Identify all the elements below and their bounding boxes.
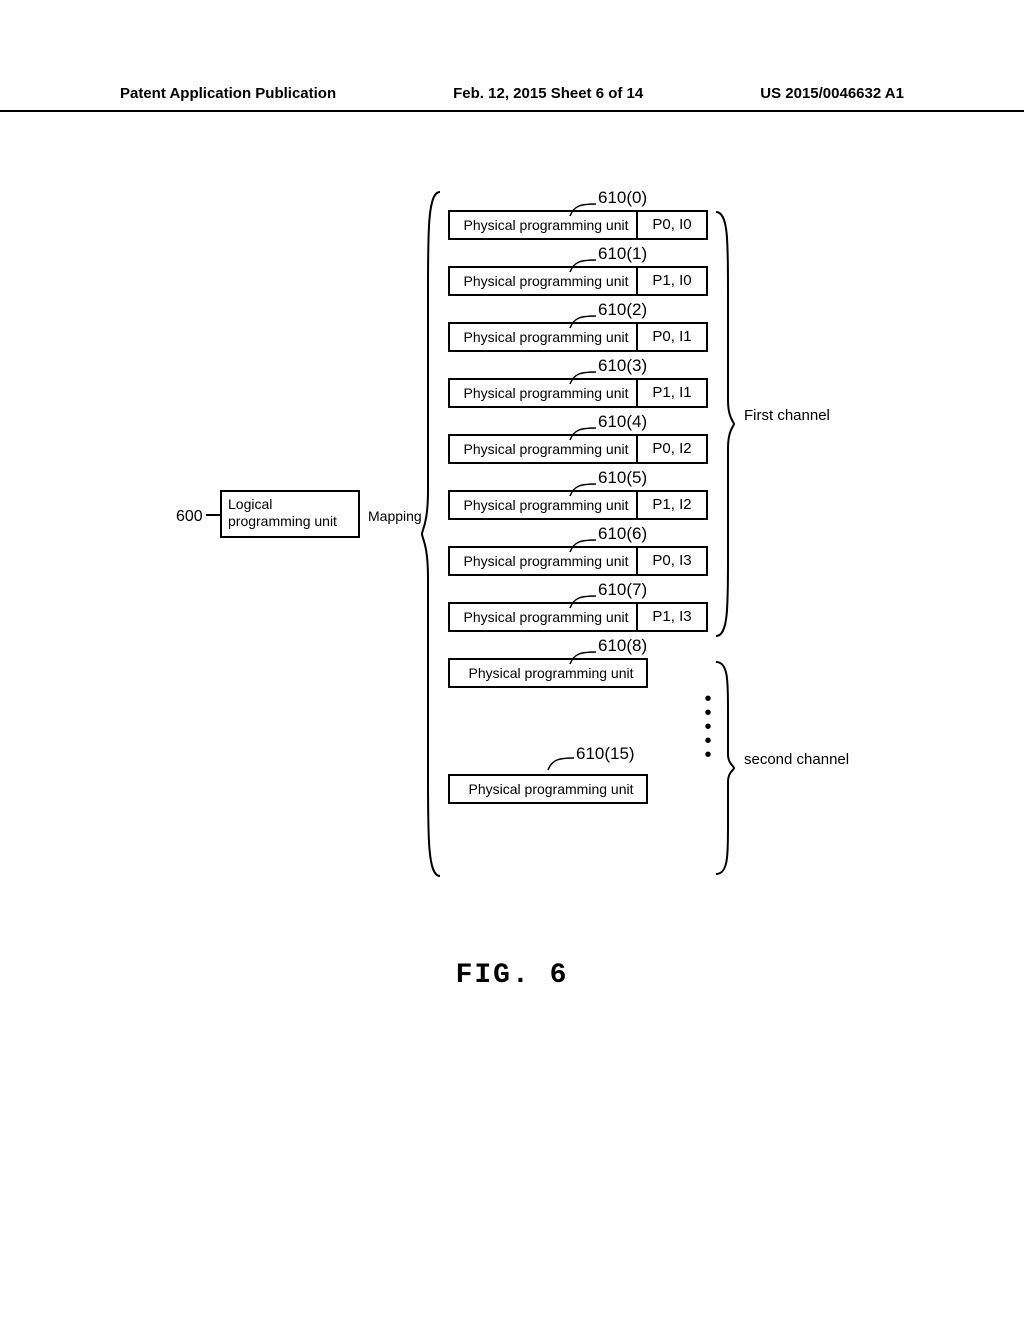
mapping-brace-icon bbox=[420, 190, 442, 878]
figure-diagram: 600 Logical programming unit Mapping 610… bbox=[0, 190, 1024, 970]
first-channel-brace-icon bbox=[714, 210, 736, 638]
ref-600-leader bbox=[206, 514, 220, 516]
logical-programming-unit-box: Logical programming unit bbox=[220, 490, 360, 538]
ref-600: 600 bbox=[176, 508, 203, 526]
physical-unit-box: Physical programming unit P0, I1 bbox=[448, 322, 708, 352]
physical-unit-text: Physical programming unit bbox=[450, 497, 636, 513]
mapping-label: Mapping bbox=[368, 508, 422, 524]
physical-unit-text: Physical programming unit bbox=[450, 329, 636, 345]
physical-unit-tag: P0, I3 bbox=[636, 548, 706, 574]
physical-unit-tag: P1, I0 bbox=[636, 268, 706, 294]
page-header: Patent Application Publication Feb. 12, … bbox=[0, 85, 1024, 112]
physical-unit-box: Physical programming unit bbox=[448, 774, 648, 804]
header-left: Patent Application Publication bbox=[120, 85, 336, 102]
physical-unit-tag: P1, I3 bbox=[636, 604, 706, 630]
physical-unit-tag: P1, I1 bbox=[636, 380, 706, 406]
second-channel-label: second channel bbox=[744, 750, 849, 770]
logical-programming-unit-label: Logical programming unit bbox=[228, 496, 337, 529]
figure-caption: FIG. 6 bbox=[0, 960, 1024, 991]
physical-unit-text: Physical programming unit bbox=[450, 609, 636, 625]
physical-unit-tag: P0, I2 bbox=[636, 436, 706, 462]
ref-leader-icon bbox=[548, 756, 584, 770]
physical-unit-text: Physical programming unit bbox=[450, 553, 636, 569]
physical-unit-tag: P0, I1 bbox=[636, 324, 706, 350]
physical-unit-box: Physical programming unit P0, I0 bbox=[448, 210, 708, 240]
physical-unit-tag: P0, I0 bbox=[636, 212, 706, 238]
physical-unit-box: Physical programming unit P0, I3 bbox=[448, 546, 708, 576]
physical-unit-tag: P1, I2 bbox=[636, 492, 706, 518]
physical-unit-box: Physical programming unit P1, I1 bbox=[448, 378, 708, 408]
physical-unit-text: Physical programming unit bbox=[450, 273, 636, 289]
second-channel-brace-icon bbox=[714, 660, 736, 876]
physical-unit-box: Physical programming unit P1, I2 bbox=[448, 490, 708, 520]
first-channel-text: First channel bbox=[744, 407, 830, 424]
physical-unit-text: Physical programming unit bbox=[450, 217, 636, 233]
first-channel-label: First channel bbox=[744, 406, 830, 426]
physical-unit-text: Physical programming unit bbox=[450, 781, 646, 797]
physical-unit-text: Physical programming unit bbox=[450, 441, 636, 457]
second-channel-text: second channel bbox=[744, 751, 849, 768]
physical-unit-text: Physical programming unit bbox=[450, 665, 646, 681]
header-center: Feb. 12, 2015 Sheet 6 of 14 bbox=[453, 85, 643, 102]
physical-unit-box: Physical programming unit P1, I0 bbox=[448, 266, 708, 296]
physical-unit-box: Physical programming unit P1, I3 bbox=[448, 602, 708, 632]
ref-610-15: 610(15) bbox=[576, 744, 635, 764]
physical-unit-text: Physical programming unit bbox=[450, 385, 636, 401]
physical-unit-box: Physical programming unit bbox=[448, 658, 648, 688]
header-right: US 2015/0046632 A1 bbox=[760, 85, 904, 102]
physical-unit-box: Physical programming unit P0, I2 bbox=[448, 434, 708, 464]
